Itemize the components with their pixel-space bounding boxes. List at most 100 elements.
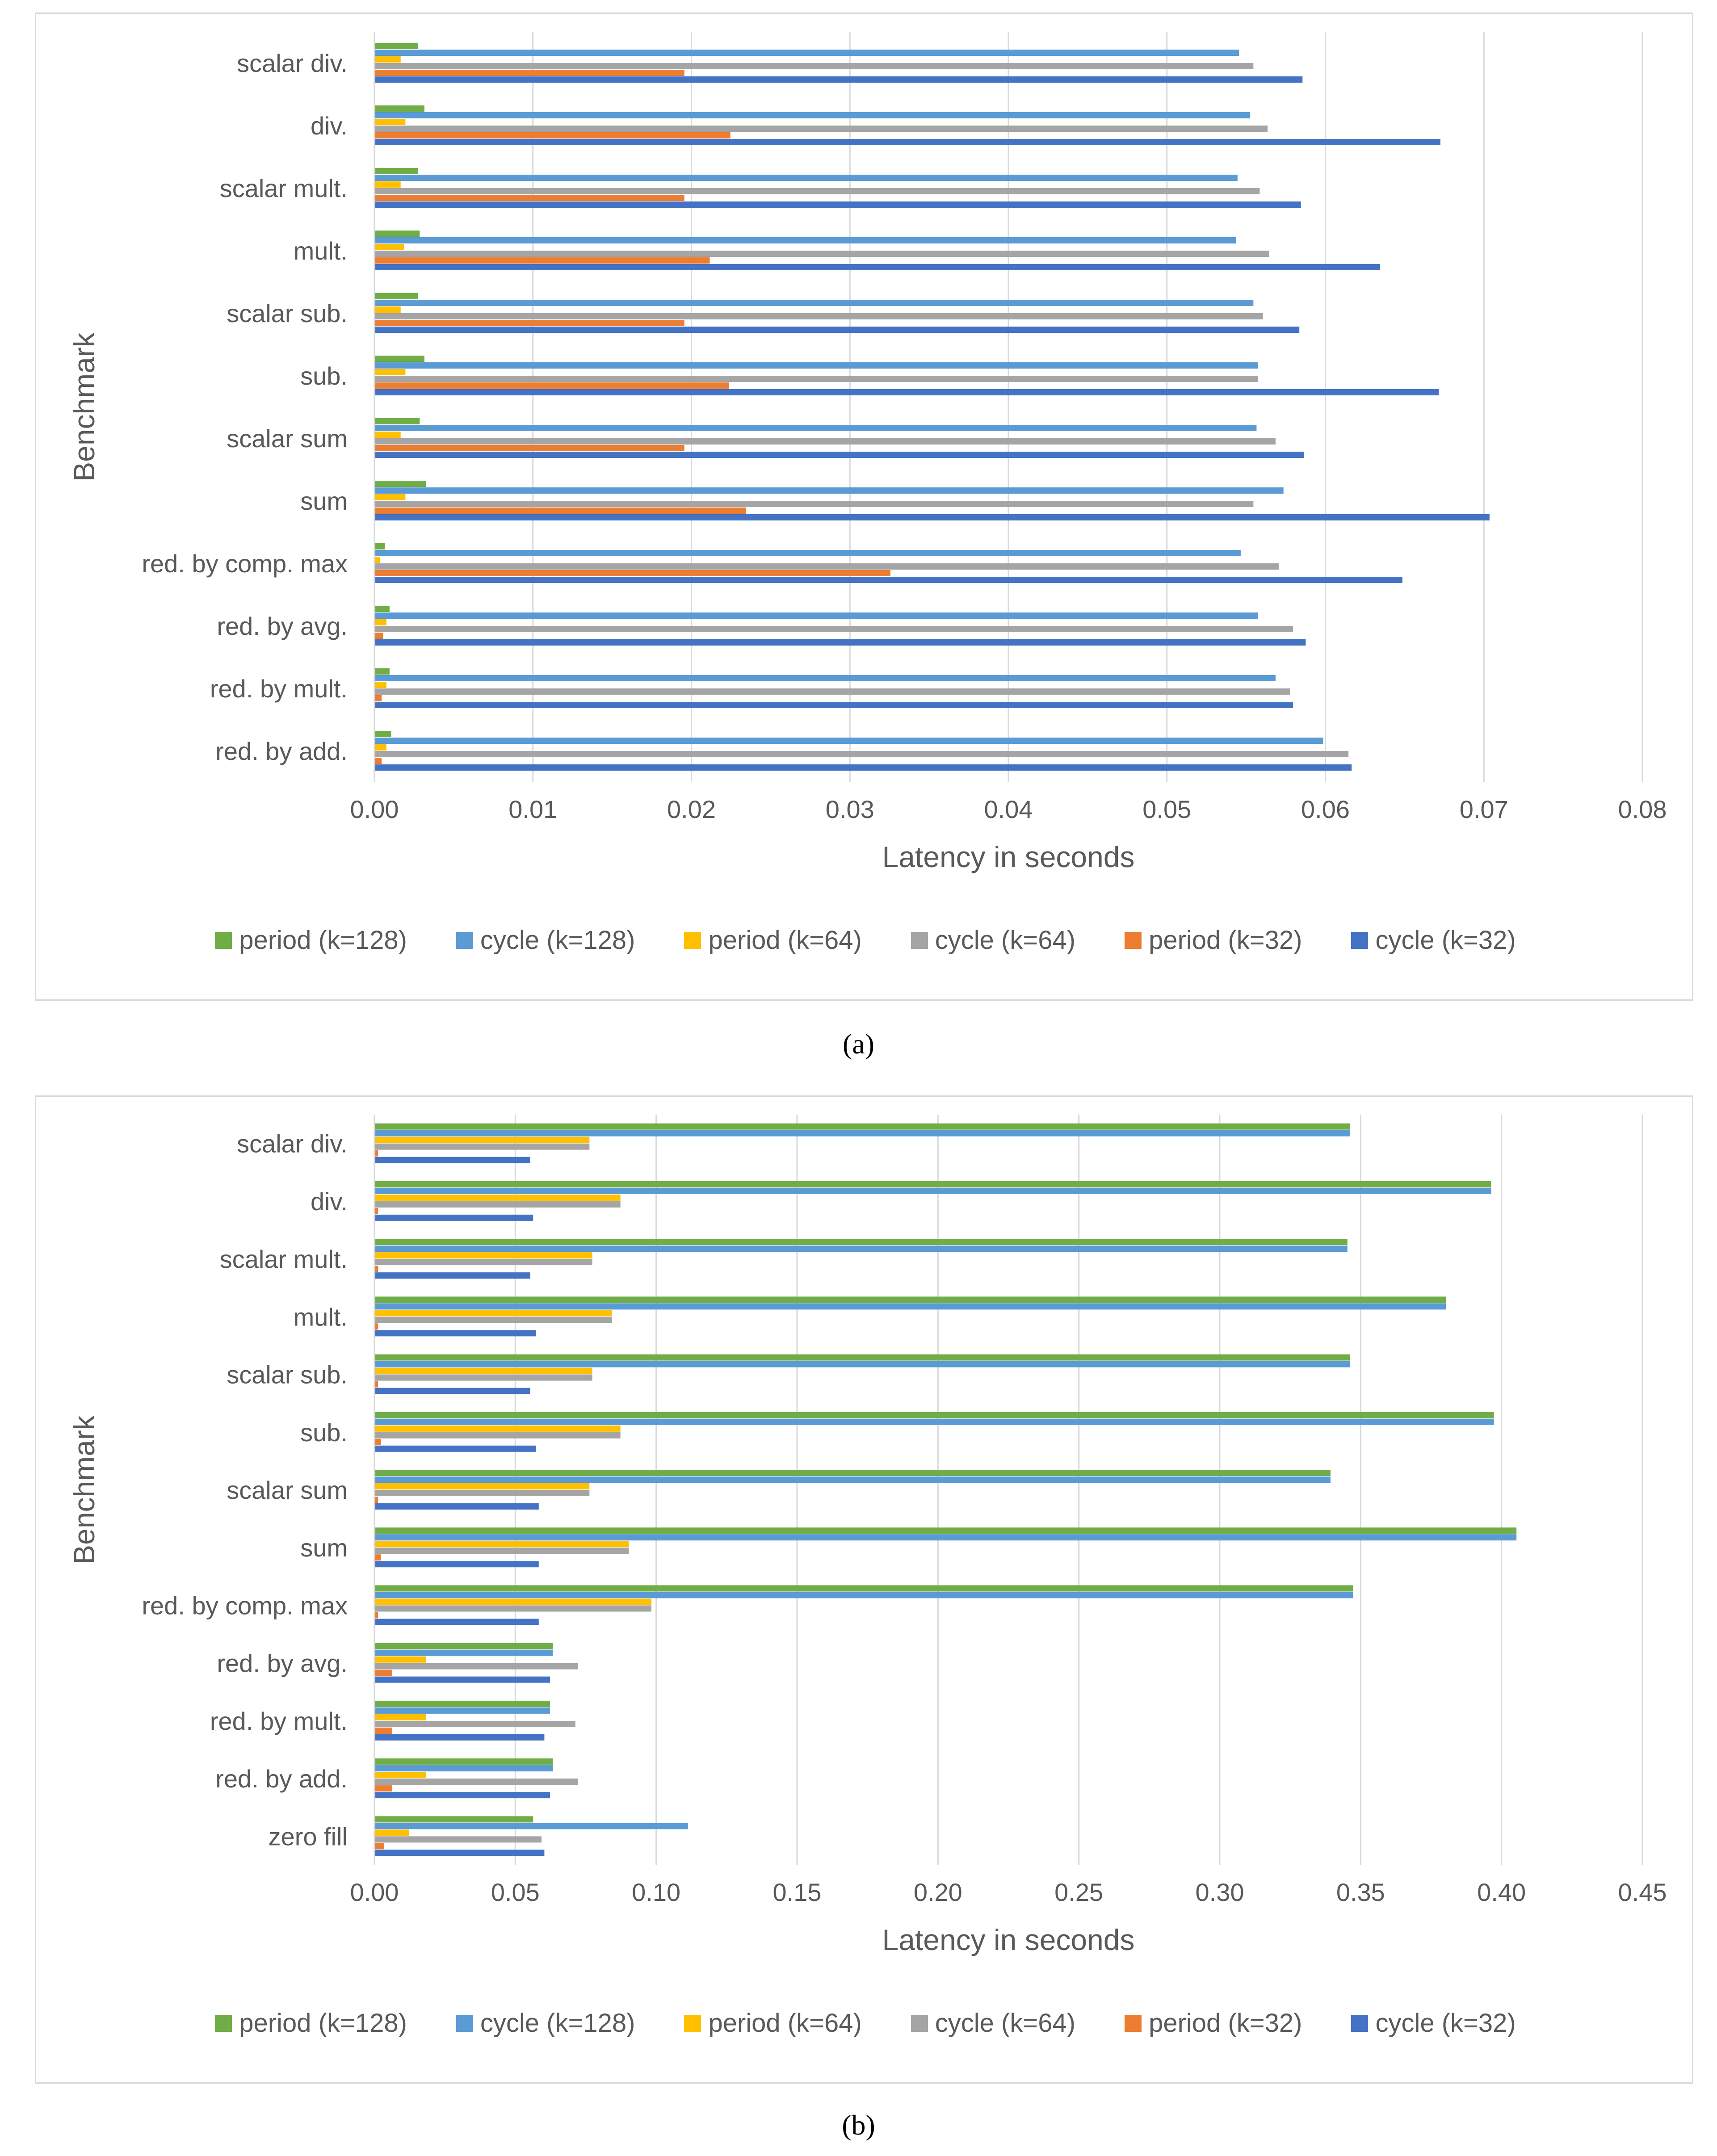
bar: [375, 1490, 590, 1496]
bar: [375, 1669, 392, 1676]
bar: [375, 1214, 533, 1221]
bar: [375, 1239, 1348, 1246]
x-tick-label: 0.02: [667, 795, 716, 823]
legend-swatch: [1351, 931, 1369, 949]
bar: [375, 300, 1254, 306]
bar: [375, 1367, 592, 1374]
bar: [375, 1619, 539, 1625]
legend-item: period (k=128): [215, 2008, 407, 2038]
bar: [375, 389, 1439, 395]
x-tick-label: 0.07: [1460, 795, 1508, 823]
bar: [375, 619, 386, 625]
bar: [375, 112, 1251, 118]
bar: [375, 1130, 1351, 1137]
bar: [375, 1548, 629, 1554]
legend-item: period (k=64): [684, 2008, 862, 2038]
bar: [375, 1137, 590, 1143]
bar: [375, 731, 391, 737]
bar: [375, 1598, 652, 1605]
bar: [375, 570, 890, 576]
bar: [375, 514, 1490, 520]
bar: [375, 126, 1268, 132]
bar: [375, 1361, 1351, 1367]
bar: [375, 244, 404, 250]
bar: [375, 1850, 545, 1856]
bar: [375, 1541, 629, 1548]
legend-item: period (k=32): [1125, 2008, 1302, 2038]
bar: [375, 758, 382, 764]
bar: [375, 175, 1238, 181]
bar: [375, 1330, 536, 1337]
legend-label: cycle (k=64): [935, 2009, 1076, 2038]
x-tick-label: 0.45: [1618, 1878, 1667, 1906]
bar: [375, 70, 684, 76]
legend-label: period (k=64): [708, 926, 862, 955]
x-tick-label: 0.10: [632, 1878, 680, 1906]
legend-label: period (k=32): [1149, 2009, 1302, 2038]
y-category-label: red. by add.: [215, 1765, 348, 1793]
bar: [375, 633, 383, 639]
legend-item: cycle (k=128): [456, 2008, 635, 2038]
legend-label: cycle (k=32): [1375, 926, 1516, 955]
bar: [375, 557, 380, 563]
bar: [375, 1778, 579, 1785]
bar: [375, 1772, 426, 1778]
caption-b: (b): [842, 2109, 875, 2141]
legend-label: cycle (k=32): [1375, 2009, 1516, 2038]
bar: [375, 612, 1258, 619]
y-category-label: red. by avg.: [217, 612, 348, 640]
bar: [375, 1765, 553, 1772]
bar: [375, 1734, 545, 1741]
legend-swatch: [684, 931, 701, 949]
bar: [375, 1317, 612, 1323]
x-axis-label: Latency in seconds: [882, 1923, 1134, 1956]
legend-swatch: [684, 2014, 701, 2032]
legend-b: period (k=128) cycle (k=128) period (k=64)…: [36, 2008, 1695, 2038]
bar: [375, 119, 406, 125]
bar: [375, 418, 420, 424]
x-tick-label: 0.15: [773, 1878, 822, 1906]
legend-swatch: [911, 931, 928, 949]
bar: [375, 1381, 378, 1388]
bar: [375, 508, 747, 514]
bar: [375, 563, 1279, 570]
y-category-label: scalar sub.: [227, 299, 348, 327]
bar: [375, 1836, 542, 1843]
legend-item: cycle (k=32): [1351, 2008, 1516, 2038]
bar: [375, 63, 1254, 69]
bar: [375, 1785, 392, 1792]
bar: [375, 1476, 1331, 1483]
bar: [375, 445, 684, 451]
legend-label: period (k=64): [708, 2009, 862, 2038]
y-category-label: scalar mult.: [220, 1245, 348, 1273]
bar: [375, 1612, 378, 1619]
bar: [375, 1425, 621, 1432]
bar: [375, 481, 426, 487]
legend-label: period (k=128): [239, 2009, 407, 2038]
bar: [375, 738, 1323, 744]
legend-label: cycle (k=128): [480, 2009, 635, 2038]
y-category-label: div.: [311, 1187, 348, 1216]
bar: [375, 1823, 688, 1829]
bar: [375, 231, 420, 237]
bar: [375, 76, 1303, 83]
legend-label: period (k=128): [239, 926, 407, 955]
y-category-label: scalar div.: [237, 1130, 348, 1158]
bar: [375, 744, 386, 751]
bar: [375, 313, 1263, 319]
bar: [375, 188, 1260, 194]
bar: [375, 1829, 409, 1836]
legend-item: cycle (k=32): [1351, 925, 1516, 955]
x-axis-label: Latency in seconds: [882, 840, 1134, 873]
bar: [375, 626, 1293, 632]
bar: [375, 1201, 621, 1208]
legend-item: period (k=128): [215, 925, 407, 955]
bar: [375, 1676, 550, 1683]
y-category-label: sub.: [300, 362, 348, 390]
x-tick-label: 0.00: [350, 795, 399, 823]
bar: [375, 356, 424, 362]
bar: [375, 1720, 575, 1727]
legend-item: period (k=32): [1125, 925, 1302, 955]
legend-swatch: [911, 2014, 928, 2032]
bar: [375, 751, 1349, 757]
